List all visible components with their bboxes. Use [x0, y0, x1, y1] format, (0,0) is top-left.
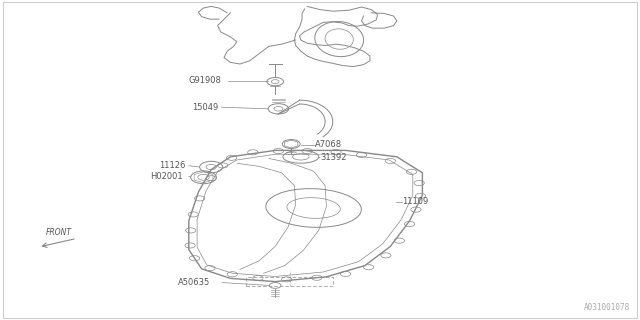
Text: A7068: A7068: [315, 140, 342, 149]
Text: A031001078: A031001078: [584, 303, 630, 312]
Text: 11126: 11126: [159, 161, 185, 170]
Text: A50635: A50635: [178, 278, 210, 287]
Text: FRONT: FRONT: [46, 228, 72, 237]
Text: G91908: G91908: [189, 76, 221, 85]
Text: 31392: 31392: [320, 153, 346, 162]
Text: 11109: 11109: [402, 197, 428, 206]
Text: H02001: H02001: [150, 172, 182, 181]
Text: 15049: 15049: [192, 103, 218, 112]
